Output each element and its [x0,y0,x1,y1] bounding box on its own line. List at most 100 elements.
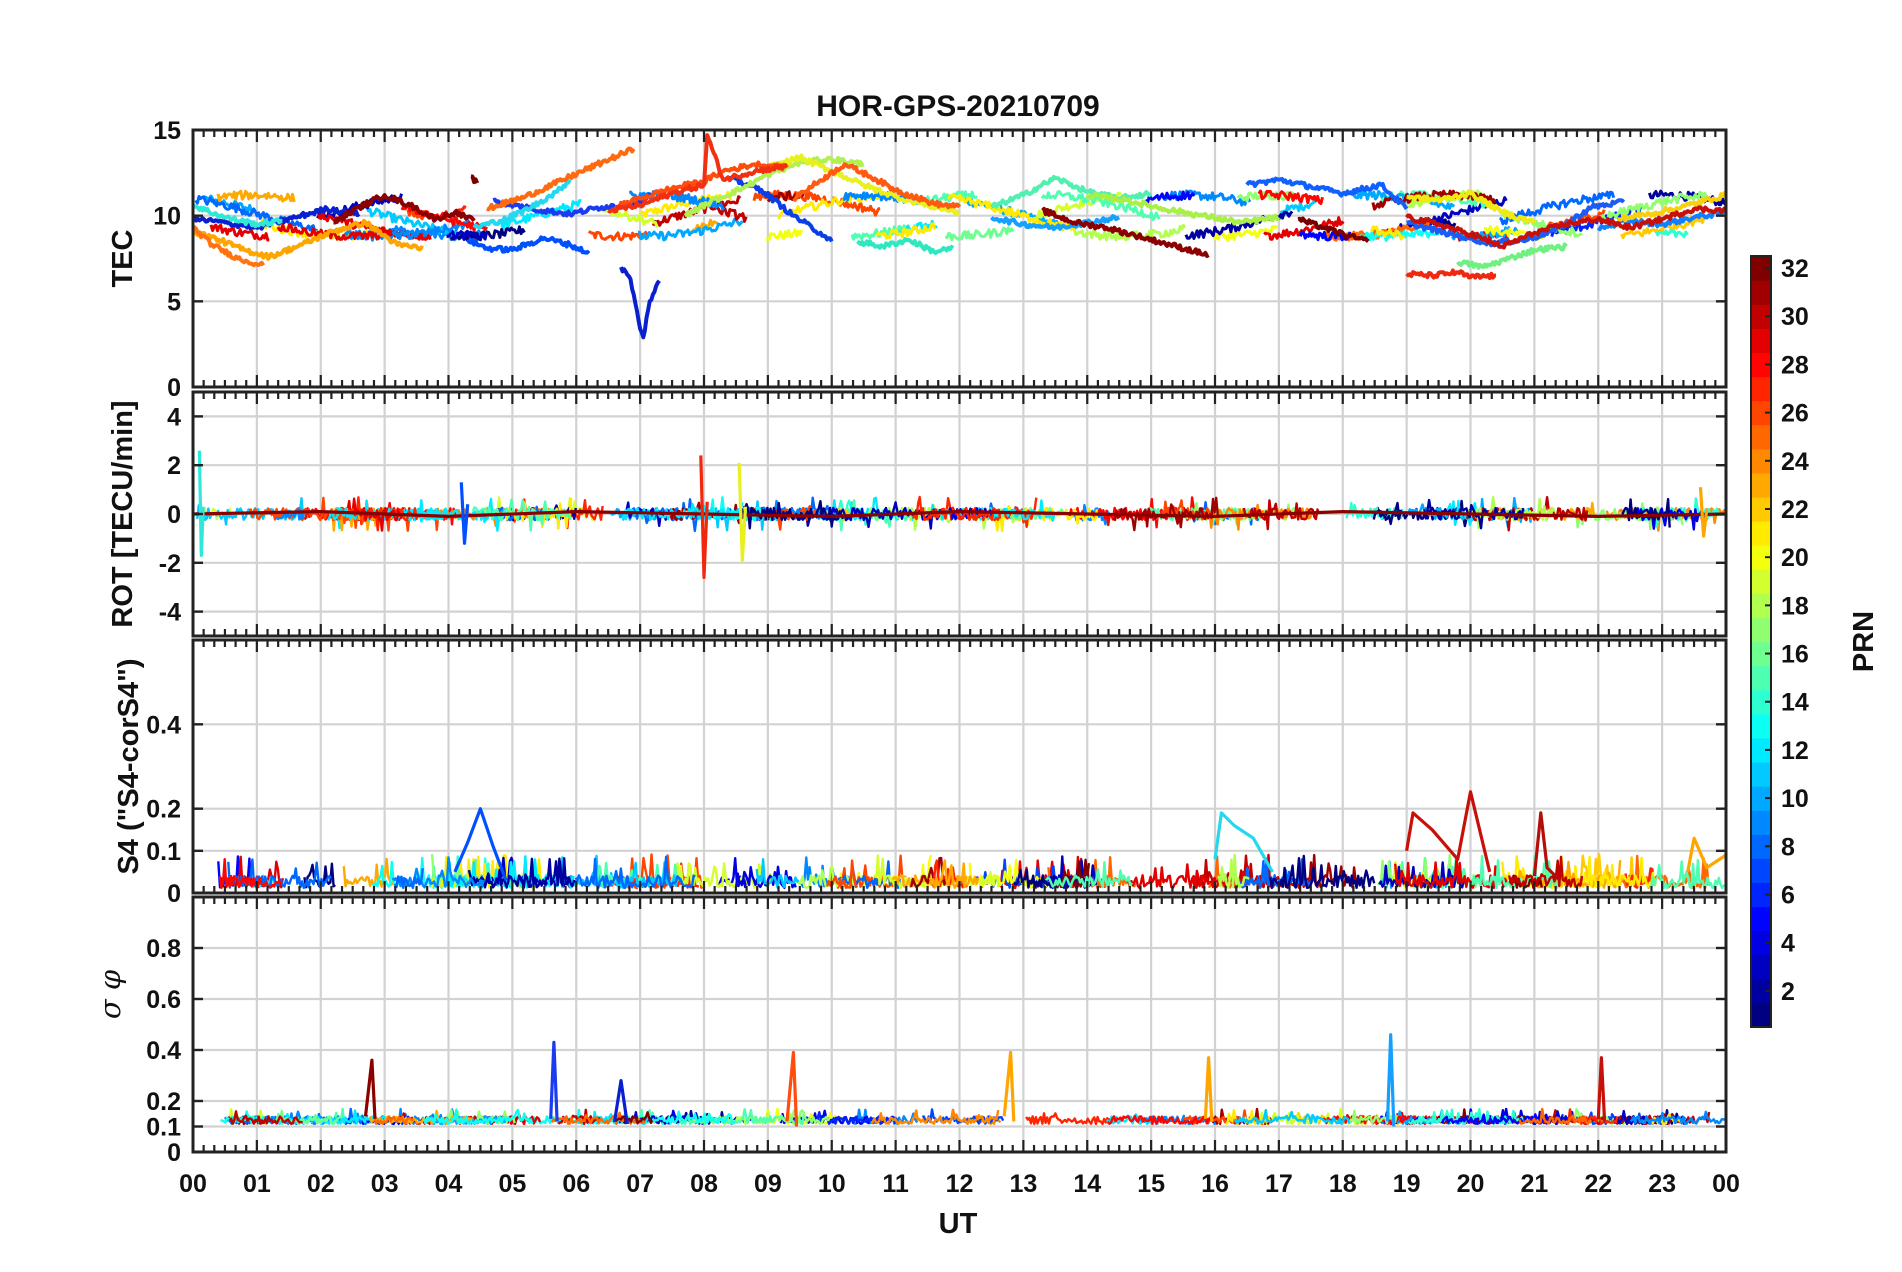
noise-trace [1581,855,1658,890]
series-line-prn-4 [1245,176,1409,210]
noise-trace [587,230,649,242]
series-line-prn-30 [1405,790,1492,873]
noise-trace [766,228,803,241]
colorbar-band [1751,304,1771,329]
noise-trace [209,223,270,242]
noise-trace [1045,861,1133,889]
colorbar-tick-label: 16 [1781,641,1809,669]
noise-trace [274,1109,343,1126]
series-line-prn-27 [607,133,788,214]
x-tick-label: 02 [307,1170,335,1198]
colorbar-band [1751,810,1771,835]
series-line-prn-10 [1385,1033,1396,1127]
y-axis-label: σ φ [93,969,127,1019]
x-tick-label: 16 [1201,1170,1229,1198]
noise-trace [1279,198,1318,216]
noise-trace [422,1108,534,1126]
noise-trace [1370,225,1405,241]
colorbar-band [1751,617,1771,643]
series-line-prn-20 [1406,189,1536,224]
noise-trace [870,1108,1000,1126]
x-tick-label: 01 [243,1170,271,1198]
x-tick-label: 17 [1265,1170,1293,1198]
y-tick-label: 0.8 [146,935,181,963]
x-tick-label: 00 [1712,1170,1740,1198]
series-line-prn-31 [470,174,480,185]
noise-trace [1257,189,1324,205]
series-line-prn-3 [453,807,508,881]
noise-trace [924,190,978,205]
x-axis-label: UT [939,1208,978,1240]
noise-trace [1144,190,1196,204]
x-tick-label: 18 [1329,1170,1357,1198]
noise-trace [1499,190,1616,226]
noise-trace [621,502,744,521]
y-tick-label: 0 [167,1139,181,1167]
noise-trace [850,224,908,241]
series-line-prn-12 [472,178,572,230]
x-tick-label: 04 [435,1170,463,1198]
series-line-prn-30 [1532,811,1562,882]
series-line-prn-22 [1698,487,1709,538]
figure-title: HOR-GPS-20210709 [816,90,1099,123]
noise-trace [467,857,577,889]
series-line-prn-1 [619,266,661,340]
colorbar-band [1751,280,1771,305]
colorbar-tick-label: 10 [1781,785,1809,813]
noise-trace [194,195,318,235]
x-tick-label: 21 [1520,1170,1548,1198]
colorbar-tick-label: 24 [1781,448,1809,476]
colorbar-band [1751,256,1771,281]
noise-trace [1217,853,1250,889]
colorbar-band [1751,641,1771,667]
x-tick-label: 22 [1584,1170,1612,1198]
noise-trace [715,206,748,223]
noise-trace [574,855,696,889]
colorbar-tick-label: 32 [1781,255,1809,283]
y-tick-label: 0.6 [146,986,181,1014]
noise-trace [776,1109,830,1125]
colorbar-band [1751,569,1771,594]
noise-trace [1125,863,1250,889]
series-line-prn-2 [613,1078,629,1125]
noise-trace [1263,216,1345,241]
colorbar-band [1751,400,1771,426]
colorbar-band [1751,978,1771,1004]
x-tick-label: 19 [1393,1170,1421,1198]
series-line-prn-21 [1617,191,1728,223]
noise-trace [343,218,470,242]
series-line-prn-22 [1686,836,1727,873]
series-line-prn-13 [197,450,205,558]
colorbar-band [1751,834,1771,859]
noise-trace [1394,856,1515,890]
series-line-prn-3 [459,482,470,545]
y-tick-label: 0.1 [146,1114,181,1142]
y-tick-label: 0 [167,501,181,529]
series-line-prn-10 [989,214,1121,232]
colorbar-band [1751,786,1771,811]
colorbar-label: PRN [1848,611,1880,672]
series-line-prn-26 [785,1050,799,1127]
colorbar-band [1751,858,1771,884]
noise-trace [1508,855,1584,888]
colorbar-tick-label: 18 [1781,592,1809,620]
y-tick-label: 0.2 [146,796,181,824]
noise-trace [216,189,296,203]
series-line-prn-30 [1405,205,1728,250]
noise-trace [1106,1114,1213,1126]
colorbar-tick-label: 20 [1781,544,1809,572]
noise-trace [1598,190,1711,222]
y-tick-label: -2 [159,550,181,578]
noise-trace [373,1115,415,1126]
noise-trace [1072,227,1131,242]
noise-trace [1025,1112,1115,1126]
y-tick-label: 10 [153,203,181,231]
colorbar-band [1751,1002,1771,1028]
colorbar-band [1751,954,1771,980]
noise-trace [1423,498,1525,530]
x-tick-label: 14 [1073,1170,1101,1198]
colorbar-band [1751,328,1771,353]
x-tick-label: 15 [1137,1170,1165,1198]
colorbar-band [1751,906,1771,932]
